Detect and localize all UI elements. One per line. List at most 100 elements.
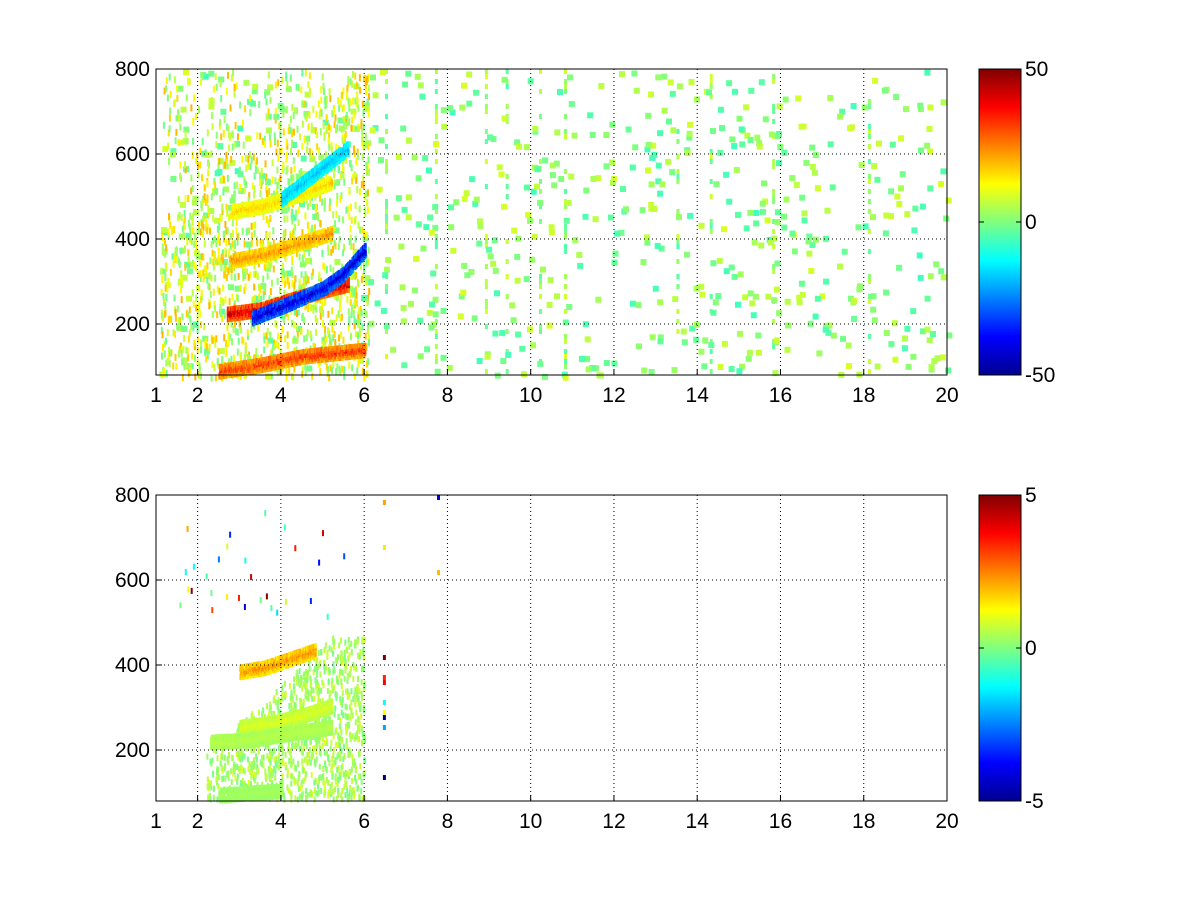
heatmap-cell xyxy=(265,186,268,193)
heatmap-cell xyxy=(357,221,360,229)
heatmap-cell xyxy=(291,256,294,264)
heatmap-cell xyxy=(243,186,246,194)
heatmap-cell xyxy=(192,226,195,234)
heatmap-cell xyxy=(924,326,931,333)
heatmap-cell xyxy=(910,353,917,360)
heatmap-cell xyxy=(611,259,618,266)
heatmap-cell xyxy=(232,354,235,362)
heatmap-cell xyxy=(862,223,869,230)
heatmap-cell xyxy=(434,284,438,289)
heatmap-cell xyxy=(183,335,186,342)
heatmap-cell xyxy=(267,84,274,91)
heatmap-cell xyxy=(317,347,320,353)
heatmap-cell xyxy=(233,182,236,190)
heatmap-cell xyxy=(179,342,182,350)
heatmap-cell xyxy=(346,205,349,213)
heatmap-cell xyxy=(291,280,294,288)
heatmap-cell xyxy=(266,272,269,280)
heatmap-cell xyxy=(252,153,255,161)
heatmap-cell xyxy=(709,369,713,374)
heatmap-cell xyxy=(204,265,207,273)
heatmap-cell xyxy=(275,113,278,121)
heatmap-cell xyxy=(239,184,242,191)
heatmap-cell xyxy=(324,331,327,339)
heatmap-cell xyxy=(210,374,213,382)
heatmap-cell xyxy=(825,329,832,336)
heatmap-cell xyxy=(473,89,480,96)
heatmap-cell xyxy=(304,276,307,283)
heatmap-cell xyxy=(337,178,340,186)
heatmap-cell xyxy=(279,106,286,113)
heatmap-cell xyxy=(358,74,361,82)
heatmap-cell xyxy=(534,183,540,190)
heatmap-cell xyxy=(284,205,287,213)
heatmap-cell xyxy=(228,134,231,141)
heatmap-cell xyxy=(539,294,542,299)
heatmap-cell xyxy=(867,174,871,179)
heatmap-cell xyxy=(867,189,871,194)
heatmap-cell xyxy=(589,365,596,371)
heatmap-cell xyxy=(348,188,351,195)
heatmap-cell xyxy=(336,199,338,207)
heatmap-cell xyxy=(161,234,164,242)
heatmap-cell xyxy=(311,372,314,380)
heatmap-cell xyxy=(243,240,246,248)
heatmap-cell xyxy=(245,164,248,172)
heatmap-cell xyxy=(434,159,438,164)
heatmap-cell xyxy=(272,239,275,247)
heatmap-cell xyxy=(314,299,317,307)
heatmap-cell xyxy=(898,135,905,142)
heatmap-cell xyxy=(265,373,271,380)
heatmap-cell xyxy=(339,305,342,313)
heatmap-cell xyxy=(654,242,661,249)
heatmap-cell xyxy=(269,288,272,295)
heatmap-cell xyxy=(523,144,530,151)
heatmap-cell xyxy=(830,332,837,339)
heatmap-cell xyxy=(366,254,369,262)
heatmap-cell xyxy=(657,190,664,197)
heatmap-cell xyxy=(204,340,207,348)
heatmap-cell xyxy=(192,324,195,332)
heatmap-cell xyxy=(209,227,211,235)
heatmap-cell xyxy=(564,224,567,229)
heatmap-cell xyxy=(772,164,776,169)
heatmap-cell xyxy=(176,95,179,103)
heatmap-cell xyxy=(747,209,754,216)
heatmap-cell xyxy=(322,341,325,349)
heatmap-cell xyxy=(350,164,353,172)
heatmap-cell xyxy=(564,294,567,299)
heatmap-cell xyxy=(629,164,636,171)
heatmap-cell xyxy=(244,272,247,280)
heatmap-cell xyxy=(765,293,772,300)
heatmap-cell xyxy=(260,182,263,190)
heatmap-cell xyxy=(349,225,352,233)
heatmap-cell xyxy=(236,328,239,336)
heatmap-cell xyxy=(564,234,567,239)
heatmap-cell xyxy=(709,359,713,364)
heatmap-cell xyxy=(351,364,354,372)
heatmap-cell xyxy=(291,130,294,138)
heatmap-cell xyxy=(191,352,194,360)
heatmap-cell xyxy=(265,332,268,340)
heatmap-cell xyxy=(179,172,181,180)
heatmap-cell xyxy=(315,305,318,313)
heatmap-cell xyxy=(163,87,166,95)
heatmap-cell xyxy=(221,203,224,211)
heatmap-cell xyxy=(422,155,429,162)
heatmap-cell xyxy=(253,303,256,309)
heatmap-cell xyxy=(927,273,934,280)
heatmap-cell xyxy=(867,179,871,184)
heatmap-cell xyxy=(189,315,192,323)
heatmap-cell xyxy=(283,271,286,279)
heatmap-cell xyxy=(299,261,306,268)
heatmap-cell xyxy=(449,109,456,116)
heatmap-cell xyxy=(187,311,190,319)
heatmap-cell xyxy=(217,254,220,262)
heatmap-cell xyxy=(277,342,280,350)
heatmap-cell xyxy=(527,326,533,333)
heatmap-cell xyxy=(484,184,488,189)
heatmap-cell xyxy=(194,237,197,245)
heatmap-cell xyxy=(687,212,694,219)
heatmap-cell xyxy=(256,271,259,279)
heatmap-cell xyxy=(564,229,567,234)
